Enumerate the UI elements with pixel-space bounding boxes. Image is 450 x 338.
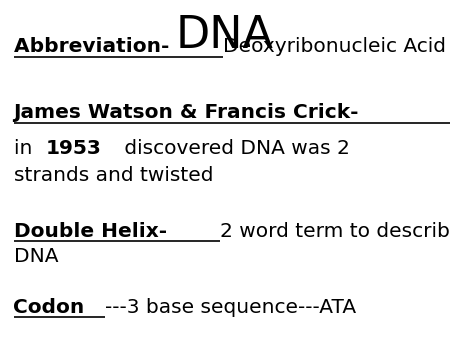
Text: Abbreviation-: Abbreviation- (14, 38, 176, 56)
Text: 2 word term to describe: 2 word term to describe (220, 222, 450, 241)
Text: strands and twisted: strands and twisted (14, 166, 213, 185)
Text: discovered DNA was 2: discovered DNA was 2 (117, 139, 349, 158)
Text: ---3 base sequence---ATA: ---3 base sequence---ATA (105, 298, 356, 317)
Text: 1953: 1953 (45, 139, 101, 158)
Text: Double Helix-: Double Helix- (14, 222, 174, 241)
Text: Codon: Codon (14, 298, 85, 317)
Text: Deoxyribonucleic Acid: Deoxyribonucleic Acid (223, 38, 446, 56)
Text: in: in (14, 139, 38, 158)
Text: DNA: DNA (14, 247, 58, 266)
Text: James Watson & Francis Crick-: James Watson & Francis Crick- (14, 103, 359, 122)
Text: DNA: DNA (176, 14, 274, 56)
